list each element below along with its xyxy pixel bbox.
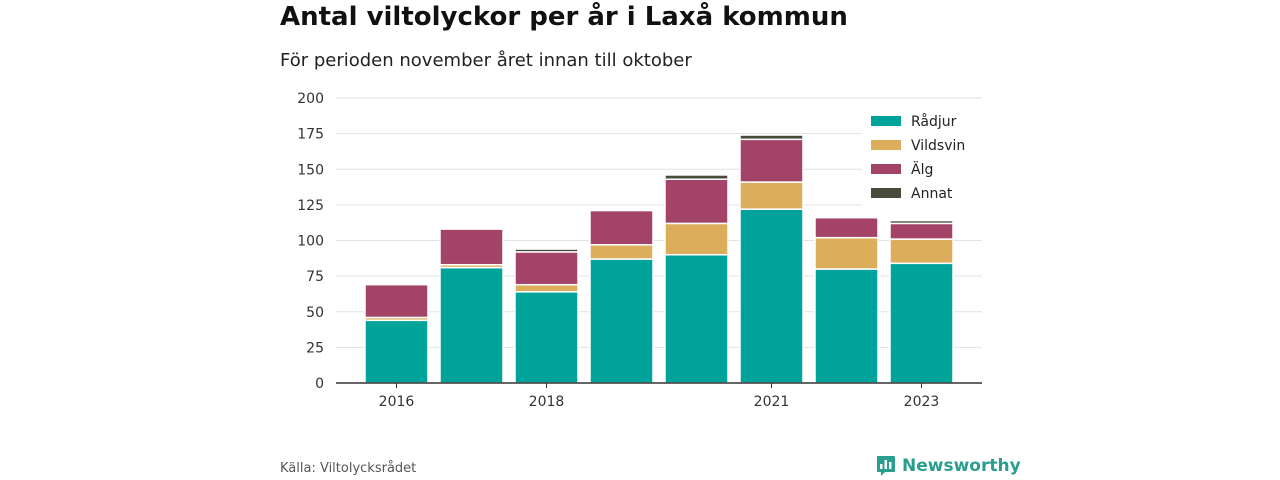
- bar-segment: [814, 236, 879, 270]
- x-tick-label: 2023: [904, 394, 940, 410]
- bar-segment: [589, 244, 654, 260]
- bar-segment: [739, 181, 804, 210]
- x-tick-label: 2018: [529, 394, 565, 410]
- y-tick-label: 50: [306, 305, 324, 321]
- legend-label: Annat: [911, 186, 953, 202]
- newsworthy-logo-icon: [877, 456, 895, 476]
- bar-segment: [589, 209, 654, 246]
- bar-segment: [889, 238, 954, 265]
- bar-segment: [889, 219, 954, 225]
- source-note: Källa: Viltolycksrådet: [280, 461, 417, 476]
- bar-segment: [889, 222, 954, 240]
- bar-segment: [514, 251, 579, 286]
- legend-label: Rådjur: [911, 113, 957, 130]
- bar-segment: [739, 134, 804, 141]
- legend-label: Älg: [911, 160, 933, 178]
- bar-segment: [364, 283, 429, 319]
- y-tick-label: 75: [306, 269, 324, 285]
- y-tick-label: 150: [297, 162, 324, 178]
- chart-title: Antal viltolyckor per år i Laxå kommun: [280, 2, 848, 32]
- bar-segment: [364, 319, 429, 384]
- bar-segment: [664, 178, 729, 225]
- bar-segment: [664, 254, 729, 384]
- bar-segment: [664, 222, 729, 256]
- legend-swatch: [871, 140, 901, 150]
- legend-swatch: [871, 116, 901, 126]
- bar-segment: [439, 266, 504, 384]
- y-tick-label: 100: [297, 234, 324, 250]
- y-tick-label: 200: [297, 91, 324, 107]
- x-tick-label: 2021: [754, 394, 790, 410]
- bar-segment: [889, 262, 954, 384]
- bar-segment: [739, 138, 804, 183]
- bar-segment: [664, 174, 729, 180]
- bar-segment: [814, 216, 879, 239]
- legend-label: Vildsvin: [911, 138, 965, 154]
- bar-segment: [739, 208, 804, 384]
- bar-segment: [439, 228, 504, 266]
- chart-subtitle: För perioden november året innan till ok…: [280, 50, 692, 71]
- brand-name: Newsworthy: [902, 456, 1021, 476]
- bar-segment: [514, 291, 579, 384]
- y-tick-label: 125: [297, 198, 324, 214]
- bar-segment: [514, 248, 579, 253]
- brand-logo-link[interactable]: Newsworthy: [876, 455, 1021, 477]
- bar-segment: [814, 268, 879, 384]
- y-tick-label: 25: [306, 340, 324, 356]
- y-tick-label: 0: [315, 376, 324, 392]
- legend-swatch: [871, 164, 901, 174]
- y-tick-label: 175: [297, 127, 324, 143]
- bar-segment: [589, 258, 654, 384]
- x-tick-label: 2016: [379, 394, 415, 410]
- legend-swatch: [871, 188, 901, 198]
- bar-segment: [514, 283, 579, 293]
